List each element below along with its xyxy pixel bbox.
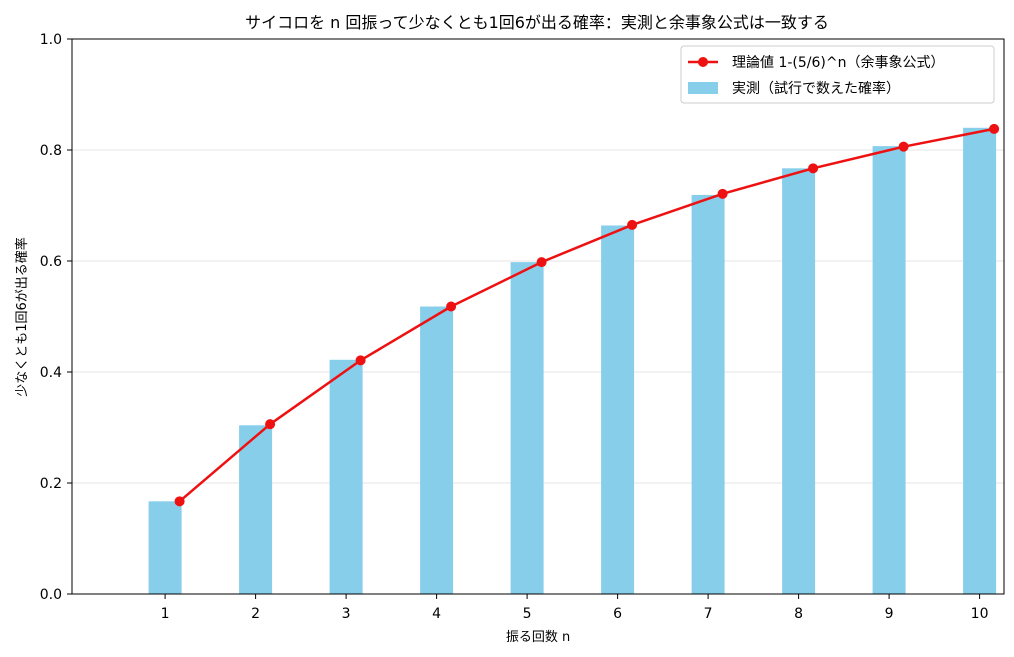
series-line-theory — [178, 127, 995, 503]
point-4 — [446, 301, 457, 312]
y-tick-label-4: 0.8 — [40, 143, 62, 159]
x-tick-label-2: 2 — [251, 606, 260, 622]
bar-1 — [148, 501, 182, 594]
x-tick-label-8: 8 — [794, 606, 803, 622]
x-tick-label-6: 6 — [613, 606, 622, 622]
point-9 — [898, 141, 909, 152]
legend-label-measured: 実測（試行で数えた確率） — [732, 80, 900, 97]
point-1 — [174, 496, 185, 507]
point-8 — [808, 163, 819, 174]
x-tick-label-9: 9 — [885, 606, 894, 622]
axes-layer: 0.0 0.2 0.4 0.6 0.8 1.0 1 2 3 4 5 6 7 8 9 10 — [40, 32, 1005, 622]
y-tick-label-5: 1.0 — [40, 32, 62, 48]
point-2 — [265, 419, 276, 430]
y-tick-label-2: 0.4 — [40, 365, 62, 381]
y-tick-label-0: 0.0 — [40, 587, 62, 603]
bar-6 — [601, 225, 635, 595]
y-tick-label-3: 0.6 — [40, 254, 62, 270]
line-layer — [174, 123, 1000, 507]
x-tick-label-7: 7 — [704, 606, 713, 622]
legend-bar-swatch — [688, 82, 718, 94]
y-tick-label-1: 0.2 — [40, 476, 62, 492]
chart-title: サイコロを n 回振って少なくとも1回6が出る確率：実測と余事象公式は一致する — [245, 13, 829, 32]
point-5 — [536, 257, 547, 268]
bar-layer — [148, 127, 997, 595]
legend-label-theory: 理論値 1-(5/6)^n（余事象公式） — [732, 54, 944, 71]
x-tick-label-5: 5 — [523, 606, 532, 622]
legend-line-marker — [698, 57, 708, 67]
point-3 — [355, 355, 366, 366]
legend: 理論値 1-(5/6)^n（余事象公式） 実測（試行で数えた確率） — [680, 45, 995, 104]
bar-5 — [510, 262, 544, 594]
x-axis-label: 振る回数 n — [506, 630, 570, 645]
bar-2 — [239, 425, 273, 594]
plot-frame — [71, 38, 1005, 595]
bar-3 — [329, 359, 363, 594]
bar-8 — [782, 168, 816, 594]
legend-box — [680, 45, 995, 104]
x-tick-label-3: 3 — [342, 606, 351, 622]
bar-10 — [963, 127, 997, 595]
bar-7 — [691, 194, 725, 594]
x-tick-label-10: 10 — [971, 606, 989, 622]
point-10 — [989, 123, 1000, 134]
point-7 — [717, 188, 728, 199]
point-6 — [627, 219, 638, 230]
y-axis-label: 少なくとも1回6が出る確率 — [14, 237, 30, 397]
x-tick-label-1: 1 — [161, 606, 170, 622]
bar-4 — [420, 306, 454, 594]
bar-9 — [872, 146, 906, 595]
x-tick-label-4: 4 — [432, 606, 441, 622]
